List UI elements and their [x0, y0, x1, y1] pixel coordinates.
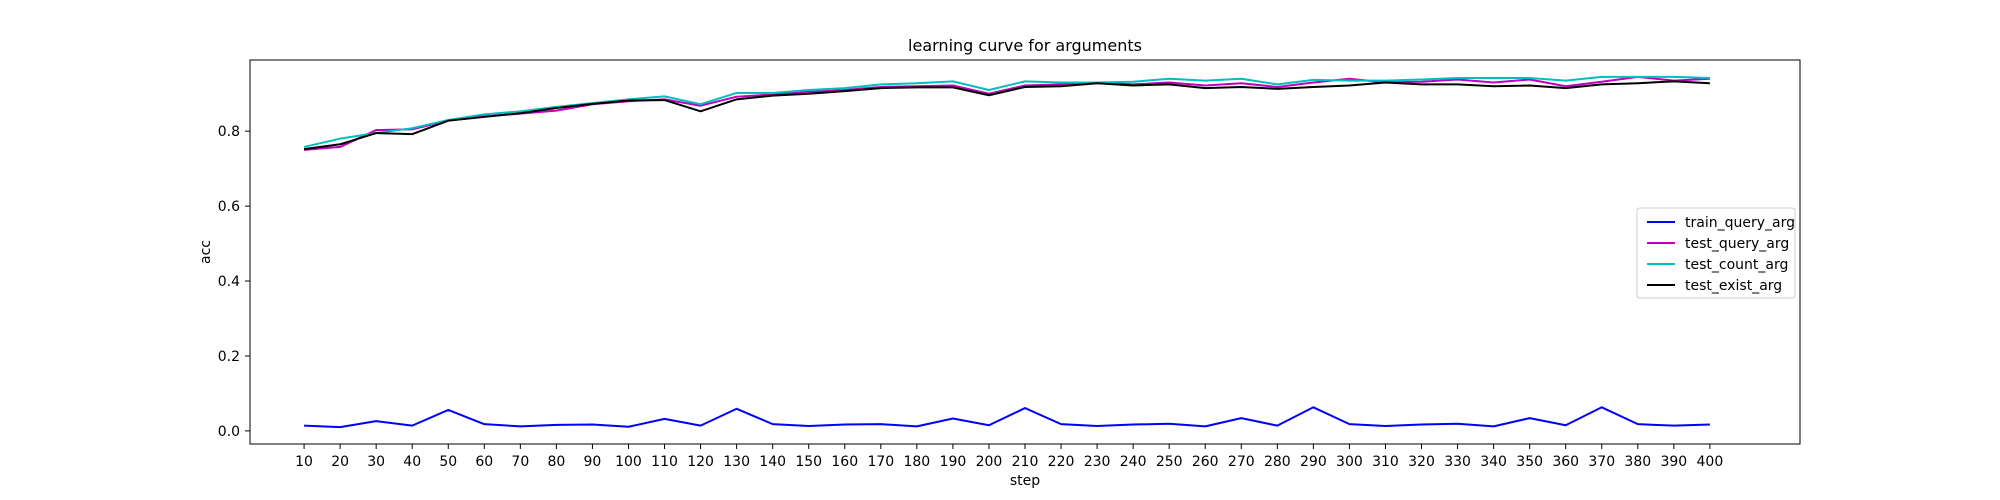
legend-label: train_query_arg: [1685, 215, 1795, 231]
x-tick-label: 320: [1408, 454, 1435, 470]
x-tick-label: 110: [651, 454, 678, 470]
x-tick-label: 80: [547, 454, 565, 470]
x-tick-label: 170: [867, 454, 894, 470]
x-tick-label: 260: [1192, 454, 1219, 470]
y-tick-label: 0.2: [218, 349, 240, 365]
x-tick-label: 360: [1552, 454, 1579, 470]
x-tick-label: 380: [1624, 454, 1651, 470]
x-tick-label: 130: [723, 454, 750, 470]
x-tick-label: 350: [1516, 454, 1543, 470]
x-axis: 10 20 30 40 50 60 70 80 90 100 110 120 130 140 150 160 1…: [295, 444, 1723, 470]
y-tick-label: 0.0: [218, 424, 240, 440]
x-tick-label: 240: [1120, 454, 1147, 470]
x-tick-label: 210: [1012, 454, 1039, 470]
legend-label: test_query_arg: [1685, 236, 1789, 252]
x-tick-label: 230: [1084, 454, 1111, 470]
x-axis-label: step: [1010, 473, 1040, 489]
x-tick-label: 140: [759, 454, 786, 470]
x-tick-label: 200: [976, 454, 1003, 470]
legend-item: test_count_arg: [1647, 257, 1788, 273]
x-tick-label: 390: [1660, 454, 1687, 470]
plot-frame: [249, 59, 1801, 445]
y-tick-label: 0.8: [218, 124, 240, 140]
legend-item: test_query_arg: [1647, 236, 1789, 252]
series-line-test_query_arg: [303, 75, 1710, 151]
x-tick-label: 100: [615, 454, 642, 470]
x-tick-label: 50: [439, 454, 457, 470]
legend: train_query_arg test_query_arg test_count_…: [1636, 207, 1796, 299]
x-tick-label: 330: [1444, 454, 1471, 470]
x-tick-label: 90: [584, 454, 602, 470]
x-tick-label: 180: [903, 454, 930, 470]
y-axis-label: acc: [198, 240, 214, 264]
x-tick-label: 60: [475, 454, 493, 470]
x-tick-label: 70: [511, 454, 529, 470]
plot-lines: [303, 75, 1710, 429]
series-line-train_query_arg: [304, 406, 1710, 429]
x-tick-label: 10: [295, 454, 313, 470]
x-tick-label: 270: [1228, 454, 1255, 470]
x-tick-label: 40: [403, 454, 421, 470]
x-tick-label: 30: [367, 454, 385, 470]
legend-item: test_exist_arg: [1647, 278, 1782, 294]
x-tick-label: 120: [687, 454, 714, 470]
x-tick-label: 340: [1480, 454, 1507, 470]
legend-box: [1636, 207, 1796, 299]
x-tick-label: 160: [831, 454, 858, 470]
x-tick-label: 300: [1336, 454, 1363, 470]
x-tick-label: 400: [1697, 454, 1724, 470]
x-tick-label: 250: [1156, 454, 1183, 470]
chart-title: learning curve for arguments: [908, 36, 1142, 55]
x-tick-label: 150: [795, 454, 822, 470]
x-tick-label: 310: [1372, 454, 1399, 470]
x-tick-label: 190: [940, 454, 967, 470]
x-tick-label: 280: [1264, 454, 1291, 470]
x-tick-label: 220: [1048, 454, 1075, 470]
x-tick-label: 20: [331, 454, 349, 470]
series-line-test_exist_arg: [303, 80, 1710, 151]
y-tick-label: 0.6: [218, 199, 240, 215]
legend-label: test_exist_arg: [1685, 278, 1782, 294]
legend-label: test_count_arg: [1685, 257, 1788, 273]
y-axis: 0.0 0.2 0.4 0.6 0.8: [218, 124, 250, 440]
legend-item: train_query_arg: [1647, 215, 1795, 231]
y-tick-label: 0.4: [218, 274, 240, 290]
x-tick-label: 290: [1300, 454, 1327, 470]
x-tick-label: 370: [1588, 454, 1615, 470]
series-line-test_count_arg: [303, 75, 1710, 148]
